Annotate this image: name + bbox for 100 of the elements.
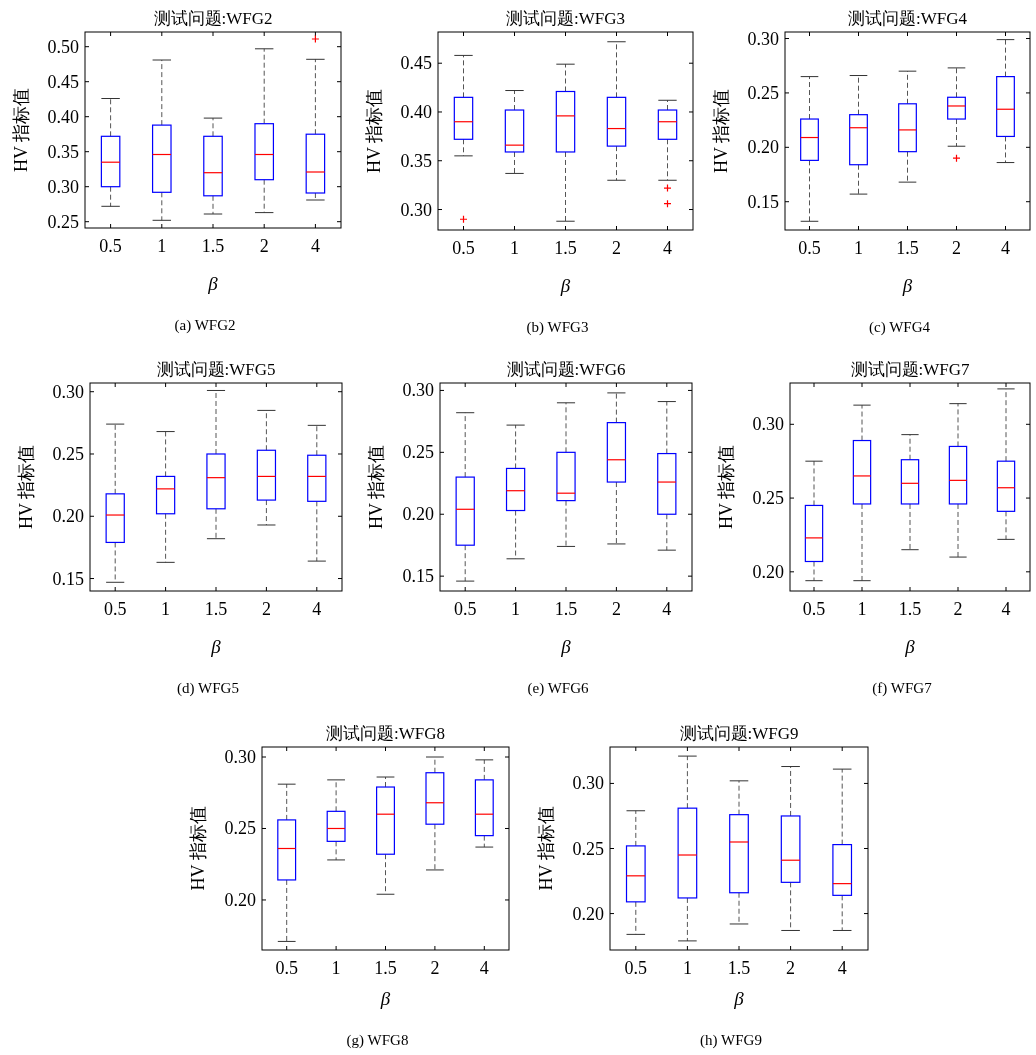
x-tick-label: 4 <box>312 599 322 619</box>
y-tick-label: 0.45 <box>47 71 79 92</box>
y-tick-label: 0.40 <box>47 106 79 127</box>
chart-title: 测试问题:WFG4 <box>848 9 968 28</box>
x-axis-title: β <box>207 273 219 294</box>
x-tick-label: 4 <box>479 958 489 978</box>
x-tick-label: 2 <box>259 236 269 256</box>
y-tick-label: 0.25 <box>47 211 79 232</box>
x-tick-label: 0.5 <box>802 599 826 619</box>
y-tick-label: 0.30 <box>752 414 784 435</box>
y-tick-label: 0.25 <box>52 443 84 464</box>
y-axis-title: HV 指标值 <box>16 444 36 530</box>
y-tick-label: 0.45 <box>400 53 432 74</box>
x-tick-label: 2 <box>611 599 621 619</box>
y-tick-label: 0.35 <box>400 150 432 171</box>
x-axis-title: β <box>904 636 916 657</box>
x-tick-label: 4 <box>663 238 672 258</box>
y-tick-label: 0.30 <box>400 199 432 220</box>
x-tick-label: 4 <box>837 958 847 978</box>
y-tick-label: 0.20 <box>224 889 256 910</box>
y-axis-title: HV 指标值 <box>716 444 736 530</box>
text: (f) WFG7 <box>872 680 933 697</box>
x-tick-label: 0.5 <box>99 236 122 256</box>
x-tick-label: 2 <box>953 599 963 619</box>
x-tick-label: 0.5 <box>453 599 477 619</box>
y-axis-title: HV 指标值 <box>536 806 556 891</box>
y-tick-label: 0.30 <box>747 28 779 49</box>
chart-title: 测试问题:WFG3 <box>506 9 625 28</box>
x-axis-title: β <box>379 988 391 1009</box>
x-tick-label: 2 <box>952 238 961 258</box>
y-tick-label: 0.35 <box>47 141 79 162</box>
y-tick-label: 0.15 <box>747 191 779 212</box>
chart-title: 测试问题:WFG5 <box>156 360 276 379</box>
x-tick-label: 0.5 <box>103 599 127 619</box>
x-tick-label: 0.5 <box>798 238 821 258</box>
text: (g) WFG8 <box>346 1032 409 1049</box>
y-axis-title: HV 指标值 <box>188 806 208 891</box>
x-tick-label: 1.5 <box>204 599 228 619</box>
y-tick-label: 0.30 <box>47 176 79 197</box>
x-axis-title: β <box>733 988 745 1009</box>
chart-title: 测试问题:WFG2 <box>153 9 273 28</box>
x-tick-label: 1 <box>161 599 171 619</box>
text: (a) WFG2 <box>174 317 236 334</box>
y-tick-label: 0.20 <box>752 561 784 582</box>
x-tick-label: 1.5 <box>896 238 919 258</box>
y-tick-label: 0.15 <box>52 568 84 589</box>
x-axis-title: β <box>210 636 222 657</box>
y-tick-label: 0.30 <box>224 747 256 768</box>
text: (e) WFG6 <box>527 680 589 697</box>
x-tick-label: 4 <box>662 599 672 619</box>
x-tick-label: 2 <box>612 238 621 258</box>
x-tick-label: 1.5 <box>201 236 225 256</box>
x-axis-title: β <box>901 275 913 296</box>
chart-title: 测试问题:WFG6 <box>506 360 626 379</box>
y-tick-label: 0.40 <box>400 101 432 122</box>
y-tick-label: 0.30 <box>572 773 604 794</box>
y-tick-label: 0.20 <box>572 903 604 924</box>
y-axis-title: HV 指标值 <box>711 88 731 174</box>
y-tick-label: 0.20 <box>747 137 779 158</box>
x-tick-label: 1 <box>157 236 167 256</box>
y-tick-label: 0.30 <box>52 381 84 402</box>
x-tick-label: 1 <box>682 958 692 978</box>
y-axis-title: HV 指标值 <box>366 444 386 530</box>
text: (h) WFG9 <box>700 1032 762 1049</box>
y-tick-label: 0.25 <box>572 838 604 859</box>
y-tick-label: 0.25 <box>224 818 256 839</box>
x-tick-label: 1 <box>510 238 519 258</box>
text: (b) WFG3 <box>526 319 589 336</box>
x-tick-label: 1 <box>331 958 341 978</box>
x-tick-label: 1 <box>854 238 863 258</box>
chart-title: 测试问题:WFG7 <box>850 360 970 379</box>
y-tick-label: 0.25 <box>402 442 434 463</box>
x-tick-label: 0.5 <box>624 958 648 978</box>
x-tick-label: 0.5 <box>275 958 298 978</box>
text: (d) WFG5 <box>177 680 239 697</box>
x-tick-label: 1 <box>857 599 867 619</box>
x-tick-label: 1.5 <box>898 599 922 619</box>
chart-title: 测试问题:WFG9 <box>679 724 799 743</box>
x-tick-label: 1.5 <box>374 958 397 978</box>
y-tick-label: 0.15 <box>402 566 434 587</box>
x-tick-label: 1.5 <box>554 238 577 258</box>
y-tick-label: 0.30 <box>402 380 434 401</box>
x-tick-label: 4 <box>1001 599 1011 619</box>
x-tick-label: 4 <box>310 236 320 256</box>
y-axis-title: HV 指标值 <box>11 87 31 173</box>
y-tick-label: 0.25 <box>747 82 779 103</box>
y-tick-label: 0.20 <box>52 506 84 527</box>
x-tick-label: 2 <box>786 958 796 978</box>
x-tick-label: 0.5 <box>452 238 475 258</box>
x-axis-title: β <box>560 636 572 657</box>
x-tick-label: 1.5 <box>554 599 578 619</box>
y-axis-title: HV 指标值 <box>364 88 384 174</box>
y-tick-label: 0.50 <box>47 36 79 57</box>
x-tick-label: 2 <box>430 958 440 978</box>
x-tick-label: 1.5 <box>727 958 751 978</box>
text: (c) WFG4 <box>869 319 931 336</box>
x-tick-label: 4 <box>1001 238 1010 258</box>
x-tick-label: 1 <box>511 599 521 619</box>
x-tick-label: 2 <box>261 599 271 619</box>
y-tick-label: 0.20 <box>402 504 434 525</box>
